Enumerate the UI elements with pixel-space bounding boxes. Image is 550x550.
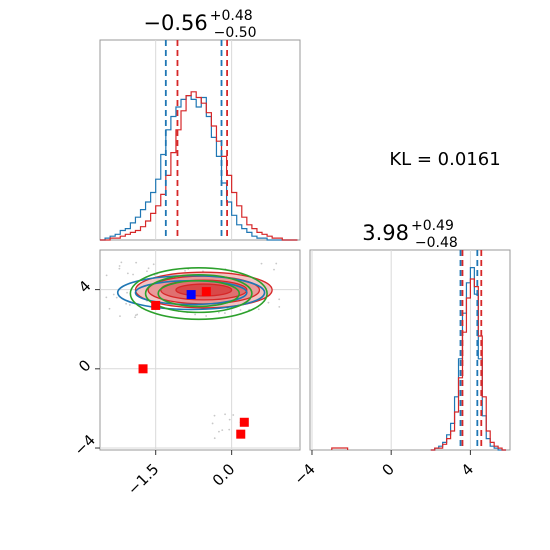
sample-point [115, 296, 118, 299]
x-tick-label-1: 0.0 [209, 460, 239, 490]
panel-x-marginal-histograms [100, 91, 298, 241]
marker-2 [138, 364, 148, 374]
marker-4 [236, 429, 246, 439]
sample-point [105, 274, 108, 277]
sample-point [118, 267, 121, 270]
sample-point [135, 261, 138, 264]
sample-point [136, 313, 139, 316]
marker-0 [201, 287, 211, 297]
histogram-series-0 [100, 95, 298, 241]
sample-point [108, 307, 111, 310]
contour-green-level-1 [144, 273, 253, 314]
marker-5 [186, 290, 196, 300]
panel-joint-markers [138, 287, 249, 439]
sample-point [118, 265, 121, 267]
sample-point [217, 311, 220, 314]
panel-y-marginal-title: 3.98 +0.49 −0.48 [362, 218, 458, 251]
sample-point [224, 413, 226, 416]
sample-point [228, 428, 231, 431]
sample-point [112, 293, 115, 296]
title-x-upper: +0.48 [210, 8, 253, 24]
y-tick-label-1: 0 [75, 356, 94, 375]
sample-point [194, 313, 197, 316]
y-tick-label-2: 4 [75, 277, 94, 296]
contour-green-level-2 [157, 279, 241, 308]
sample-point [239, 309, 242, 311]
panel-y-marginal-quantile-lines [459, 250, 483, 450]
panel-x-marginal: −0.56 +0.48 −0.50 [99, 8, 301, 241]
sample-point [257, 308, 260, 311]
sample-point [134, 314, 137, 317]
panel-x-marginal-quantile-lines [164, 40, 228, 240]
sample-point [232, 414, 235, 416]
sample-point [126, 272, 129, 275]
panel-x-marginal-title: −0.56 +0.48 −0.50 [143, 8, 256, 41]
x-tick-label-0: −4 [290, 460, 318, 488]
sample-point [105, 296, 108, 299]
title-x-value: −0.56 [143, 11, 207, 35]
histogram-series-1 [430, 278, 507, 451]
panel-y-marginal-frame [309, 249, 511, 451]
marker-1 [151, 300, 161, 310]
panel-joint-contour: −1.5 0.0 −4 0 4 [71, 249, 301, 499]
sample-point [218, 430, 220, 433]
title-y-value: 3.98 [362, 221, 409, 245]
title-y-upper: +0.49 [411, 218, 454, 234]
sample-point [132, 273, 134, 276]
histogram-series-0 [430, 267, 507, 451]
x-tick-label-0: −1.5 [124, 460, 162, 498]
panel-x-marginal-frame [99, 39, 301, 241]
sample-point [147, 267, 150, 270]
sample-point [125, 302, 128, 305]
sample-point [126, 291, 128, 294]
marker-3 [239, 417, 249, 427]
sample-point [213, 437, 216, 440]
sample-point [205, 315, 208, 317]
sample-point [273, 268, 275, 271]
kl-annotation: KL = 0.0161 [389, 149, 500, 170]
panel-joint-y-ticks: −4 0 4 [71, 277, 100, 459]
sample-point [224, 312, 226, 314]
sample-point [134, 316, 136, 319]
sample-point [213, 414, 216, 417]
title-x-lower: −0.50 [214, 25, 257, 41]
sample-point [119, 315, 121, 318]
sample-point [184, 269, 186, 272]
panel-y-marginal-x-ticks: −4 0 4 [290, 450, 477, 488]
contour-green-level-0 [129, 267, 268, 321]
sample-point [128, 304, 131, 306]
sample-point [211, 422, 214, 425]
sample-point [267, 301, 270, 304]
sample-point [228, 418, 231, 421]
y-tick-label-0: −4 [71, 431, 99, 459]
sample-point [260, 262, 263, 265]
histogram-outlier-bin [331, 447, 349, 450]
x-tick-label-1: 0 [379, 460, 398, 479]
panel-y-marginal-histograms [331, 267, 507, 451]
panel-y-marginal: −4 0 4 3.98 +0.49 −0.48 [290, 218, 511, 488]
x-tick-label-2: 4 [458, 460, 477, 479]
sample-point [275, 262, 278, 265]
sample-point [146, 270, 148, 273]
histogram-series-1 [100, 91, 298, 241]
sample-point [152, 263, 155, 266]
contour-blue-level-0 [116, 274, 266, 311]
sample-point [221, 429, 224, 432]
sample-point [278, 298, 281, 301]
panel-joint-x-ticks: −1.5 0.0 [124, 450, 238, 499]
sample-point [120, 261, 123, 264]
sample-point [278, 305, 281, 308]
title-y-lower: −0.48 [415, 235, 458, 251]
